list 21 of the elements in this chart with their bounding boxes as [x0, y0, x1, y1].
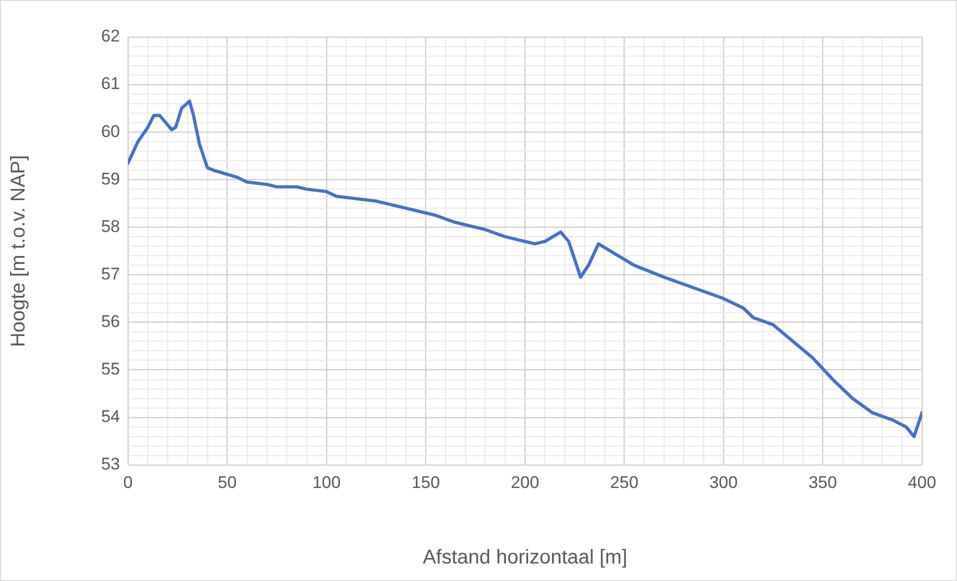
x-tick-label: 400 — [908, 472, 936, 492]
x-tick-label: 250 — [610, 472, 638, 492]
y-tick-label: 56 — [101, 312, 120, 332]
y-tick-label: 61 — [101, 74, 120, 94]
y-axis-title: Hoogte [m t.o.v. NAP] — [8, 155, 30, 347]
x-tick-label: 50 — [218, 472, 237, 492]
y-tick-label: 54 — [101, 407, 120, 426]
x-axis-title: Afstand horizontaal [m] — [422, 546, 628, 569]
y-tick-label: 59 — [101, 169, 120, 188]
x-tick-label: 300 — [709, 472, 738, 492]
x-tick-label: 150 — [412, 472, 440, 492]
x-tick-label: 200 — [510, 472, 540, 492]
y-tick-label: 55 — [101, 360, 120, 379]
y-tick-label: 57 — [101, 264, 120, 284]
x-tick-label: 350 — [808, 472, 837, 492]
y-tick-label: 60 — [101, 122, 120, 141]
y-tick-label: 53 — [101, 454, 120, 474]
y-tick-label: 58 — [101, 216, 120, 236]
x-tick-label: 0 — [123, 472, 133, 492]
x-tick-label: 100 — [312, 472, 341, 492]
y-tick-label: 62 — [101, 26, 120, 46]
